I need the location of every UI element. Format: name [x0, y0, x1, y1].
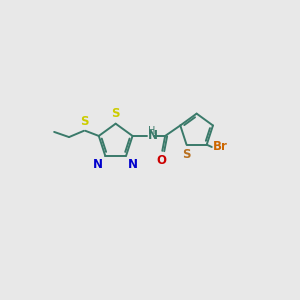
Text: S: S — [80, 115, 88, 128]
Text: H: H — [148, 126, 155, 136]
Text: O: O — [157, 154, 167, 167]
Text: N: N — [148, 129, 158, 142]
Text: N: N — [93, 158, 103, 171]
Text: Br: Br — [213, 140, 228, 153]
Text: N: N — [128, 158, 138, 171]
Text: S: S — [111, 107, 120, 120]
Text: S: S — [182, 148, 190, 160]
